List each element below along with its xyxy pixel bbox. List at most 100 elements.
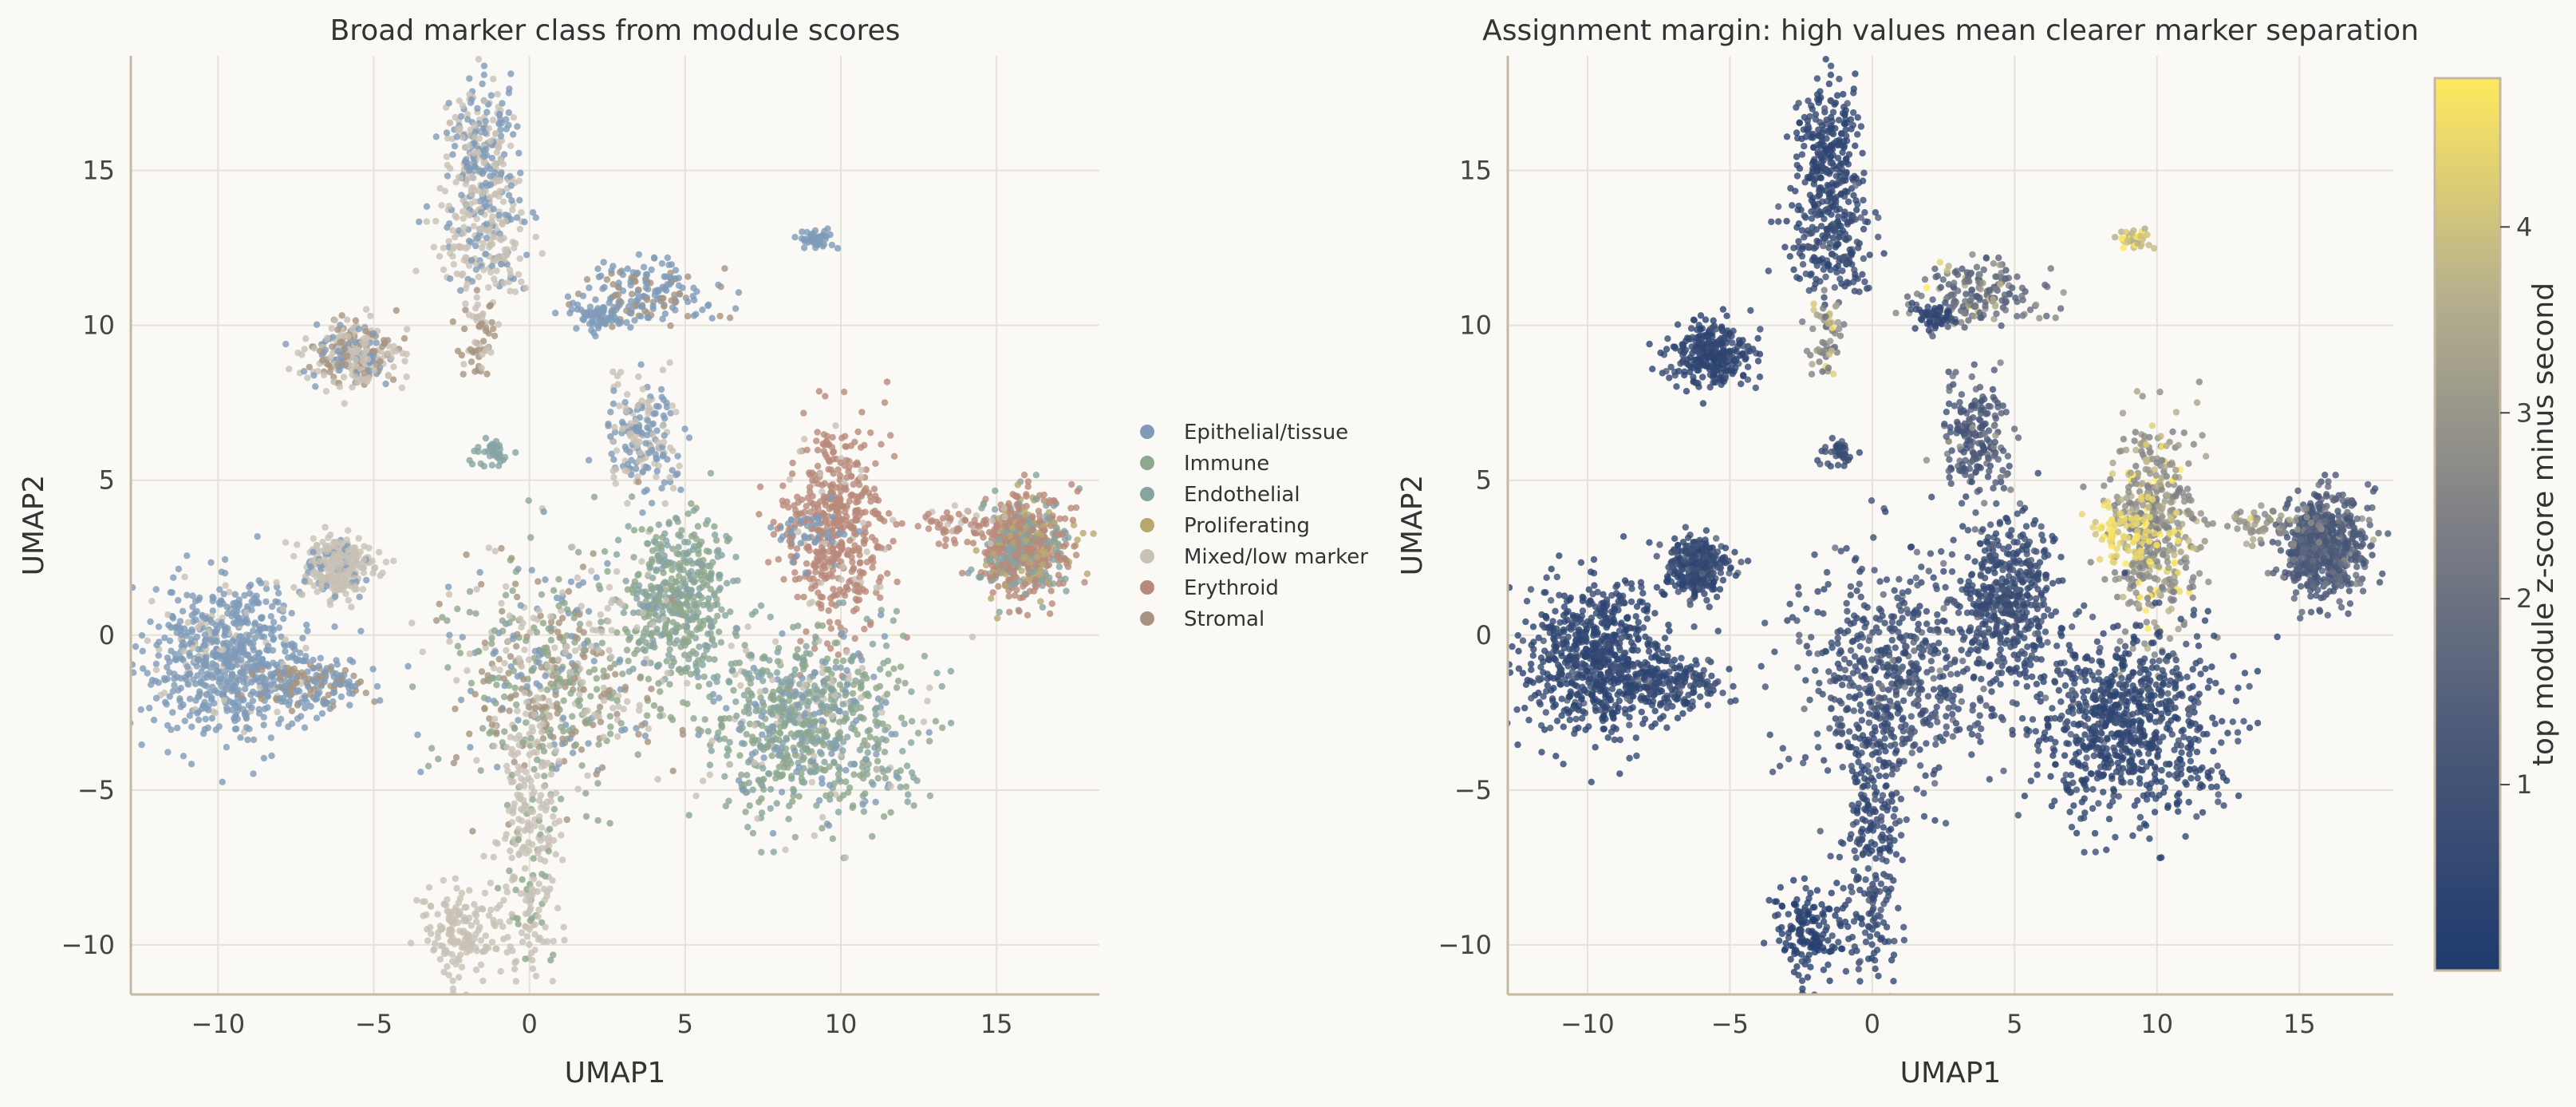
data-point <box>319 539 326 546</box>
data-point <box>485 125 493 132</box>
data-point <box>505 807 513 814</box>
data-point <box>188 723 195 730</box>
data-point <box>676 462 683 470</box>
data-point <box>364 378 371 385</box>
data-point <box>826 619 834 626</box>
data-point <box>210 649 217 656</box>
data-point <box>343 536 350 544</box>
data-point <box>684 313 692 320</box>
data-point <box>658 543 665 550</box>
data-point <box>653 468 661 475</box>
data-point <box>274 708 281 716</box>
data-point <box>1008 557 1016 564</box>
data-point <box>518 209 525 216</box>
data-point <box>734 577 741 584</box>
data-point <box>360 564 367 571</box>
data-point <box>664 542 671 549</box>
data-point <box>471 690 479 698</box>
data-point <box>453 133 460 140</box>
data-point <box>852 515 859 523</box>
data-point <box>490 205 497 213</box>
data-point <box>858 466 865 474</box>
data-point <box>601 283 608 291</box>
data-point <box>452 753 460 761</box>
data-point <box>639 468 647 476</box>
data-point <box>881 633 889 640</box>
data-point <box>607 433 614 441</box>
data-point <box>690 609 697 616</box>
data-point <box>977 569 985 576</box>
data-point <box>444 664 452 671</box>
data-point <box>683 559 690 567</box>
data-point <box>363 347 370 354</box>
data-point <box>633 624 641 631</box>
data-point <box>858 409 866 416</box>
data-point <box>511 800 519 808</box>
data-point <box>640 646 647 653</box>
data-point <box>438 926 446 933</box>
data-point <box>215 678 223 686</box>
data-point <box>1024 483 1032 490</box>
data-point <box>965 569 972 577</box>
data-point <box>1041 527 1048 534</box>
data-point <box>486 243 493 251</box>
data-point <box>618 726 625 734</box>
data-point <box>541 761 548 769</box>
data-point <box>420 912 427 919</box>
data-point <box>195 716 203 724</box>
data-point <box>246 725 253 733</box>
data-point <box>463 551 470 559</box>
data-point <box>329 343 336 350</box>
data-point <box>515 271 523 278</box>
data-point <box>507 287 514 295</box>
data-point <box>546 726 554 733</box>
data-point <box>541 773 548 780</box>
data-point <box>550 587 558 594</box>
data-point <box>476 923 483 931</box>
data-point <box>991 506 999 513</box>
data-point <box>241 686 249 693</box>
data-point <box>689 648 696 655</box>
data-point <box>672 267 680 274</box>
data-point <box>515 565 522 573</box>
data-point <box>444 963 451 971</box>
data-point <box>550 812 557 820</box>
data-point <box>607 723 614 730</box>
data-point <box>282 647 289 655</box>
data-point <box>147 618 154 626</box>
data-point <box>1014 481 1022 488</box>
data-point <box>146 704 153 712</box>
data-point <box>643 486 650 494</box>
data-point <box>716 587 723 594</box>
data-point <box>432 217 440 225</box>
data-point <box>345 527 352 534</box>
data-point <box>559 589 566 596</box>
data-point <box>344 316 351 323</box>
data-point <box>643 712 651 719</box>
data-point <box>223 704 231 711</box>
data-point <box>685 434 693 441</box>
data-point <box>249 697 257 705</box>
data-point <box>746 802 753 809</box>
data-point <box>1030 587 1038 595</box>
data-point <box>472 610 479 617</box>
data-point <box>828 241 836 249</box>
data-point <box>445 100 452 107</box>
data-point <box>499 160 507 168</box>
data-point <box>489 233 497 241</box>
data-point <box>530 855 537 862</box>
data-point <box>468 278 476 285</box>
data-point <box>506 612 514 619</box>
data-point <box>477 208 484 215</box>
data-point <box>665 520 673 528</box>
data-point <box>323 548 330 555</box>
data-point <box>996 554 1004 561</box>
data-point <box>669 484 677 492</box>
data-point <box>450 920 457 928</box>
data-point <box>563 642 570 650</box>
data-point <box>382 559 390 566</box>
data-point <box>643 296 651 303</box>
data-point <box>604 605 611 612</box>
data-point <box>310 535 317 542</box>
data-point <box>687 670 695 678</box>
